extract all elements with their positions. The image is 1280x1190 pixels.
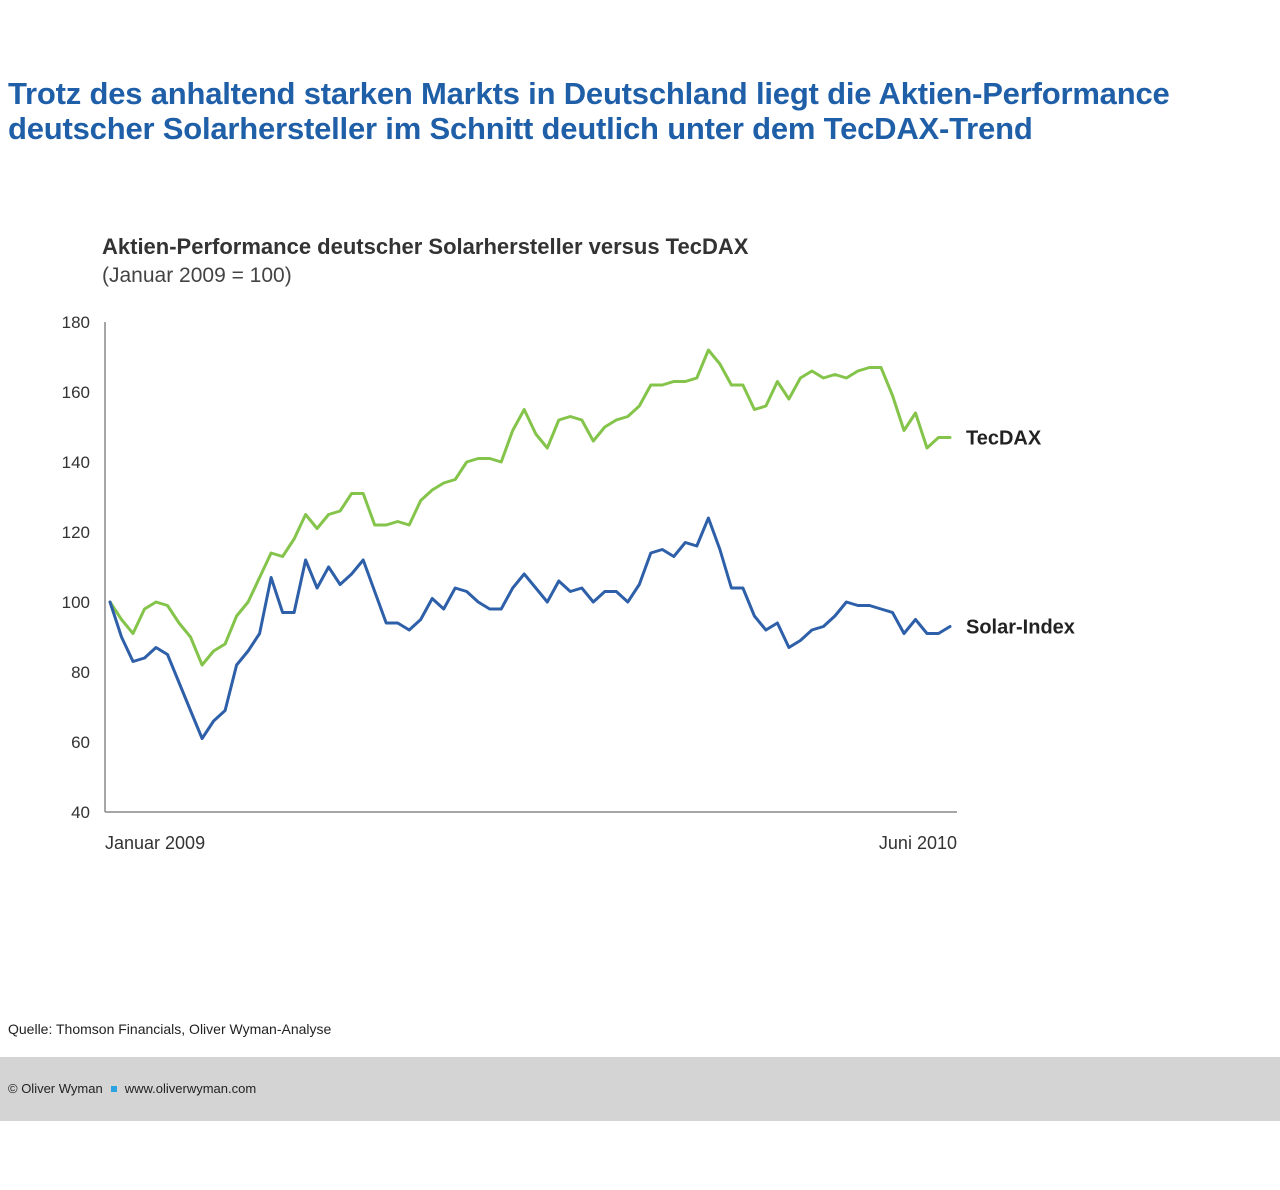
series-label-solar-index: Solar-Index xyxy=(966,617,1075,639)
x-tick-label: Juni 2010 xyxy=(879,833,957,853)
series-line-tecdax xyxy=(108,348,952,667)
headline-line-1: Trotz des anhaltend starken Markts in De… xyxy=(8,76,1170,111)
footer-band: © Oliver Wyman www.oliverwyman.com xyxy=(0,1057,1280,1121)
y-tick-label: 100 xyxy=(62,593,90,612)
chart-subtitle: (Januar 2009 = 100) xyxy=(102,264,292,287)
series-line-solar-index xyxy=(108,516,952,740)
y-tick-label: 60 xyxy=(71,733,90,752)
footer-text: © Oliver Wyman www.oliverwyman.com xyxy=(8,1081,256,1096)
y-tick-label: 140 xyxy=(62,453,90,472)
y-tick-label: 160 xyxy=(62,383,90,402)
series-label-tecdax: TecDAX xyxy=(966,428,1042,450)
y-tick-label: 120 xyxy=(62,523,90,542)
chart-title: Aktien-Performance deutscher Solarherste… xyxy=(102,234,749,259)
footer-url[interactable]: www.oliverwyman.com xyxy=(124,1081,257,1096)
headline-line-2: deutscher Solarhersteller im Schnitt deu… xyxy=(8,111,1033,146)
y-tick-label: 180 xyxy=(62,313,90,332)
footer-bullet-icon xyxy=(110,1085,117,1092)
headline: Trotz des anhaltend starken Markts in De… xyxy=(8,76,1170,146)
source-note: Quelle: Thomson Financials, Oliver Wyman… xyxy=(8,1021,332,1037)
y-tick-label: 40 xyxy=(71,803,90,822)
x-tick-label: Januar 2009 xyxy=(105,833,205,853)
footer-copyright: © Oliver Wyman xyxy=(8,1081,103,1096)
chart: 180 160 140 120 100 80 60 40 Januar 2009 Juni 201… xyxy=(62,313,1075,853)
y-tick-label: 80 xyxy=(71,663,90,682)
